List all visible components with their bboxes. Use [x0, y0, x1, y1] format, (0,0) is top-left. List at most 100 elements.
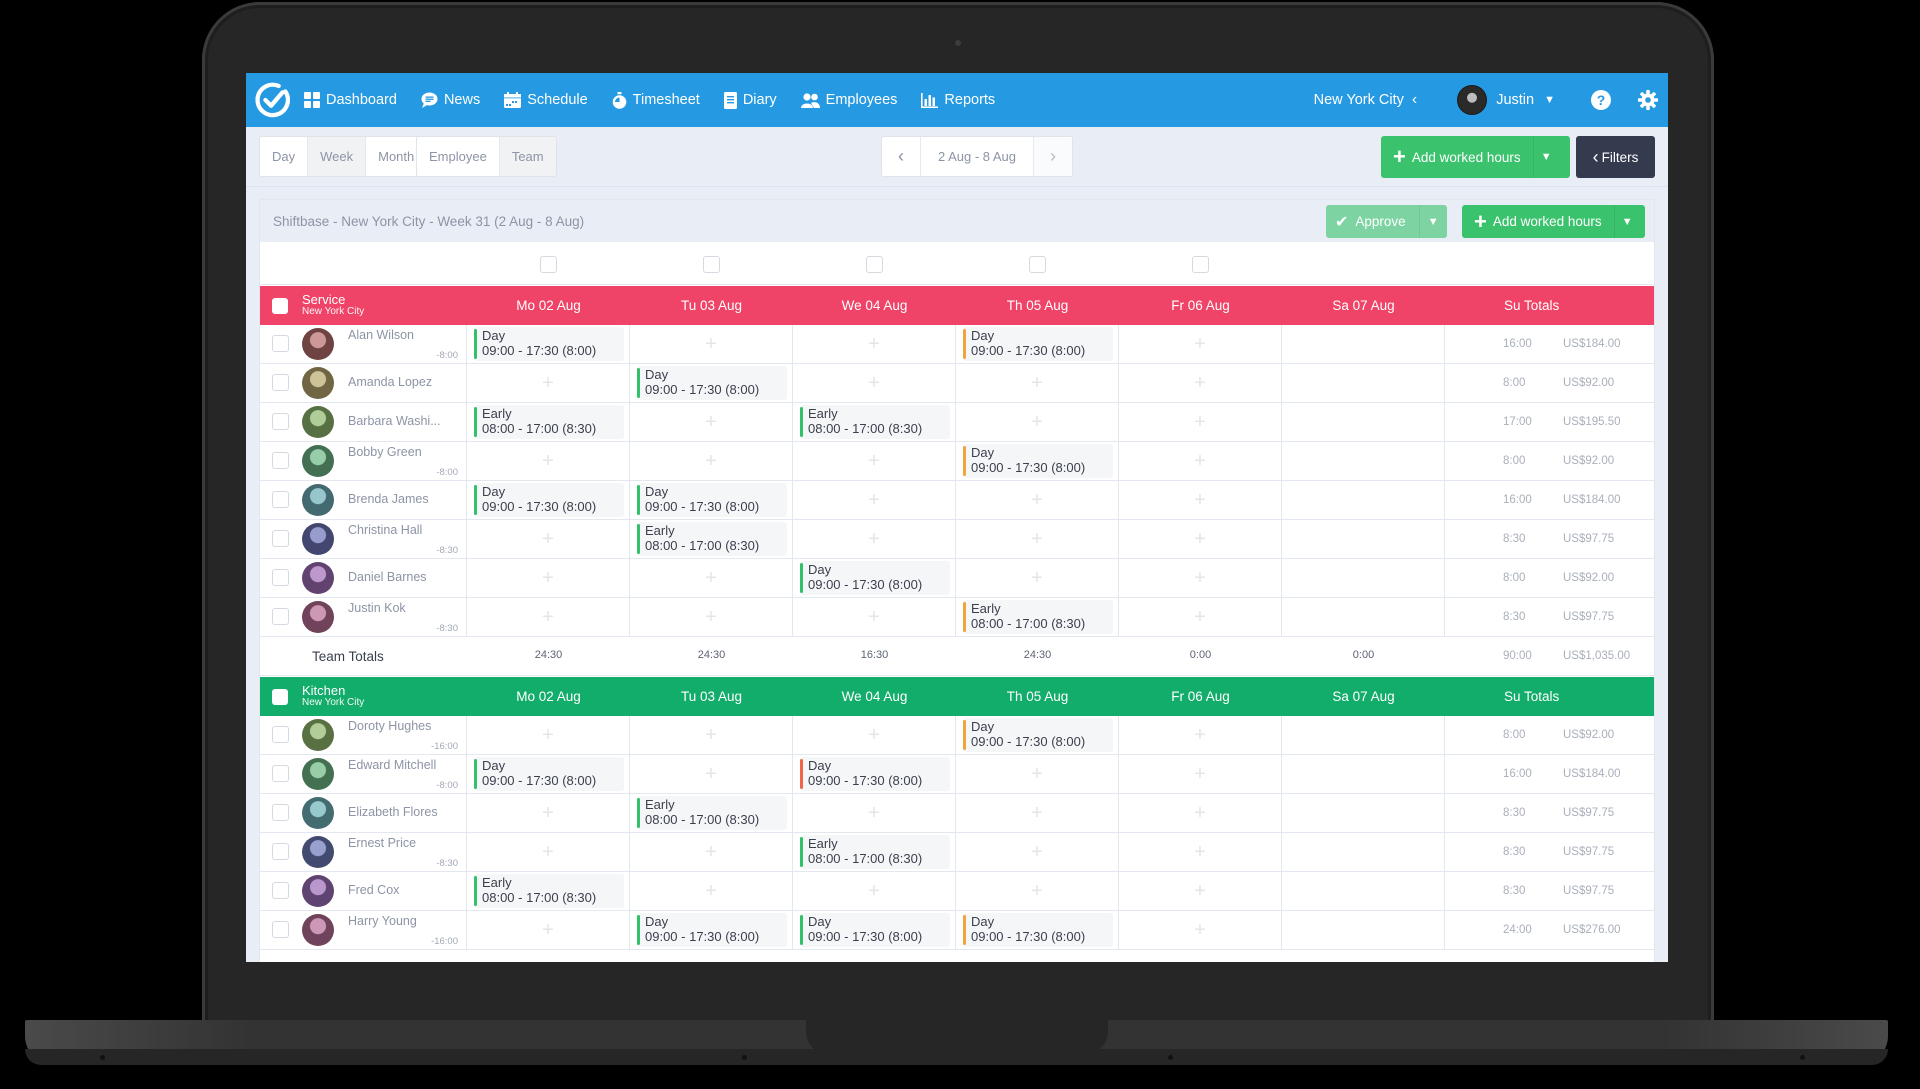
shift-block[interactable]: Early 08:00 - 17:00 (8:30) — [800, 835, 950, 869]
employee-name[interactable]: Fred Cox — [348, 883, 400, 897]
add-shift-icon[interactable]: + — [1194, 723, 1206, 746]
day-cell[interactable]: Early 08:00 - 17:00 (8:30) — [630, 520, 793, 558]
day-cell[interactable]: + — [793, 442, 956, 480]
day-cell[interactable]: + — [467, 598, 630, 636]
day-cell[interactable] — [1282, 794, 1445, 832]
add-worked-hours-button[interactable]: + Add worked hours ▼ — [1381, 136, 1570, 178]
panel-add-worked-hours-main[interactable]: + Add worked hours — [1462, 205, 1614, 238]
day-cell[interactable] — [1282, 520, 1445, 558]
employee-name[interactable]: Alan Wilson — [348, 328, 414, 342]
day-cell[interactable]: + — [1119, 833, 1282, 871]
day-cell[interactable]: + — [1119, 559, 1282, 597]
day-cell[interactable]: + — [956, 403, 1119, 441]
employee-name[interactable]: Ernest Price — [348, 836, 417, 850]
day-cell[interactable] — [1282, 442, 1445, 480]
add-shift-icon[interactable]: + — [705, 332, 717, 355]
add-shift-icon[interactable]: + — [868, 371, 880, 394]
day-cell[interactable]: + — [467, 833, 630, 871]
day-cell[interactable] — [1282, 872, 1445, 910]
add-shift-icon[interactable]: + — [868, 879, 880, 902]
day-cell[interactable]: + — [793, 481, 956, 519]
add-shift-icon[interactable]: + — [542, 566, 554, 589]
add-shift-icon[interactable]: + — [705, 840, 717, 863]
day-cell[interactable]: Day 09:00 - 17:30 (8:00) — [630, 481, 793, 519]
day-cell[interactable]: Early 08:00 - 17:00 (8:30) — [630, 794, 793, 832]
day-cell[interactable]: Day 09:00 - 17:30 (8:00) — [793, 755, 956, 793]
day-cell[interactable] — [1282, 598, 1445, 636]
add-shift-icon[interactable]: + — [542, 801, 554, 824]
day-cell[interactable]: + — [793, 794, 956, 832]
add-shift-icon[interactable]: + — [1031, 879, 1043, 902]
day-cell[interactable]: + — [793, 872, 956, 910]
day-cell[interactable] — [1282, 755, 1445, 793]
day-cell[interactable]: + — [630, 598, 793, 636]
day-cell[interactable] — [1282, 559, 1445, 597]
select-employee-checkbox[interactable] — [272, 413, 289, 430]
employee-name[interactable]: Barbara Washi... — [348, 414, 441, 428]
add-shift-icon[interactable]: + — [1031, 801, 1043, 824]
select-team-checkbox[interactable] — [272, 688, 288, 705]
select-employee-checkbox[interactable] — [272, 765, 289, 782]
day-cell[interactable]: Day 09:00 - 17:30 (8:00) — [467, 325, 630, 363]
day-cell[interactable] — [1282, 403, 1445, 441]
add-shift-icon[interactable]: + — [1194, 879, 1206, 902]
add-shift-icon[interactable]: + — [705, 723, 717, 746]
tab-employee[interactable]: Employee — [417, 137, 500, 176]
day-cell[interactable]: + — [1119, 403, 1282, 441]
select-employee-checkbox[interactable] — [272, 530, 289, 547]
employee-name[interactable]: Justin Kok — [348, 601, 406, 615]
day-cell[interactable]: + — [956, 872, 1119, 910]
nav-timesheet[interactable]: Timesheet — [612, 91, 700, 109]
shift-block[interactable]: Early 08:00 - 17:00 (8:30) — [474, 874, 624, 908]
add-shift-icon[interactable]: + — [705, 605, 717, 628]
day-cell[interactable] — [1282, 364, 1445, 402]
day-cell[interactable]: + — [630, 872, 793, 910]
add-shift-icon[interactable]: + — [868, 723, 880, 746]
shift-block[interactable]: Early 08:00 - 17:00 (8:30) — [637, 522, 787, 556]
day-cell[interactable]: + — [1119, 481, 1282, 519]
day-cell[interactable]: + — [1119, 442, 1282, 480]
nav-reports[interactable]: Reports — [921, 92, 995, 108]
nav-news[interactable]: News — [421, 92, 480, 108]
add-shift-icon[interactable]: + — [1194, 527, 1206, 550]
day-cell[interactable]: + — [467, 520, 630, 558]
select-employee-checkbox[interactable] — [272, 608, 289, 625]
select-day-checkbox[interactable] — [866, 256, 883, 273]
add-shift-icon[interactable]: + — [868, 527, 880, 550]
day-cell[interactable]: + — [1119, 598, 1282, 636]
shift-block[interactable]: Day 09:00 - 17:30 (8:00) — [963, 718, 1113, 752]
day-cell[interactable]: Day 09:00 - 17:30 (8:00) — [793, 911, 956, 949]
employee-name[interactable]: Bobby Green — [348, 445, 422, 459]
day-cell[interactable]: Day 09:00 - 17:30 (8:00) — [467, 755, 630, 793]
shift-block[interactable]: Early 08:00 - 17:00 (8:30) — [637, 796, 787, 830]
shift-block[interactable]: Day 09:00 - 17:30 (8:00) — [474, 757, 624, 791]
day-cell[interactable]: + — [630, 325, 793, 363]
add-shift-icon[interactable]: + — [868, 332, 880, 355]
day-cell[interactable]: + — [630, 755, 793, 793]
add-shift-icon[interactable]: + — [868, 488, 880, 511]
day-cell[interactable]: + — [630, 716, 793, 754]
nav-dashboard[interactable]: Dashboard — [304, 92, 397, 108]
select-employee-checkbox[interactable] — [272, 804, 289, 821]
day-cell[interactable] — [1282, 716, 1445, 754]
date-range[interactable]: 2 Aug - 8 Aug — [920, 137, 1034, 176]
select-employee-checkbox[interactable] — [272, 882, 289, 899]
tab-team[interactable]: Team — [499, 137, 556, 176]
employee-name[interactable]: Elizabeth Flores — [348, 805, 438, 819]
day-cell[interactable]: + — [1119, 716, 1282, 754]
day-cell[interactable]: + — [630, 403, 793, 441]
day-cell[interactable]: + — [956, 833, 1119, 871]
add-shift-icon[interactable]: + — [868, 449, 880, 472]
add-shift-icon[interactable]: + — [1194, 449, 1206, 472]
day-cell[interactable]: + — [956, 364, 1119, 402]
tab-week[interactable]: Week — [308, 137, 367, 176]
select-employee-checkbox[interactable] — [272, 569, 289, 586]
day-cell[interactable]: Day 09:00 - 17:30 (8:00) — [956, 911, 1119, 949]
select-day-checkbox[interactable] — [540, 256, 557, 273]
shift-block[interactable]: Day 09:00 - 17:30 (8:00) — [637, 913, 787, 947]
day-cell[interactable]: Day 09:00 - 17:30 (8:00) — [630, 364, 793, 402]
add-shift-icon[interactable]: + — [1194, 605, 1206, 628]
add-shift-icon[interactable]: + — [1194, 332, 1206, 355]
add-shift-icon[interactable]: + — [1031, 840, 1043, 863]
day-cell[interactable]: + — [956, 559, 1119, 597]
